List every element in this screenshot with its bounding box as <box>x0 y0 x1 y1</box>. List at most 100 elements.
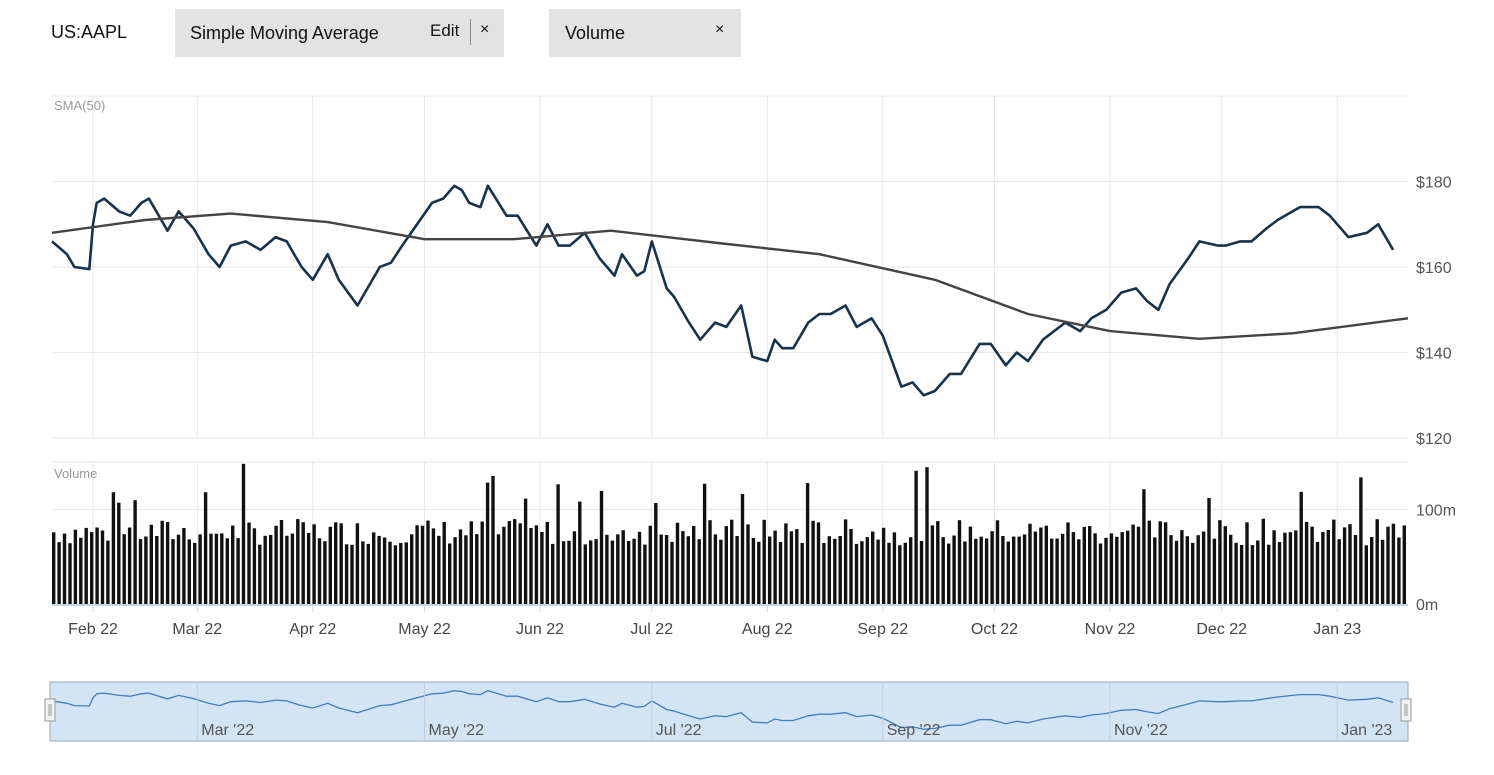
volume-bar <box>1012 536 1016 604</box>
volume-bar <box>306 532 311 604</box>
navigator-series-line <box>51 690 1394 730</box>
volume-bar <box>1332 519 1336 604</box>
volume-bar <box>643 544 647 604</box>
volume-bar <box>518 523 522 604</box>
time-axis-label: Jun 22 <box>516 621 564 638</box>
volume-bar <box>187 539 191 604</box>
price-panel-label: SMA(50) <box>54 98 105 113</box>
volume-bar <box>1033 531 1038 604</box>
volume-bar <box>892 532 897 604</box>
volume-bar <box>1131 524 1135 604</box>
time-axis-label: Feb 22 <box>68 621 118 638</box>
volume-bar <box>724 526 728 604</box>
indicator-chip-volume[interactable]: Volume × <box>549 9 741 57</box>
volume-bar <box>122 534 126 604</box>
volume-bar <box>1304 521 1309 604</box>
volume-bar <box>1386 526 1390 604</box>
volume-bar <box>746 524 750 604</box>
volume-bar <box>1191 542 1195 604</box>
volume-bar <box>730 519 734 604</box>
volume-bar <box>290 533 295 604</box>
volume-bar <box>979 536 983 604</box>
volume-bar <box>415 525 419 604</box>
volume-bar <box>258 544 262 604</box>
time-axis-label: Dec 22 <box>1196 621 1247 638</box>
volume-bar <box>269 534 273 604</box>
volume-bar <box>198 534 202 604</box>
navigator-right-handle[interactable] <box>1400 698 1412 722</box>
volume-bar <box>1321 531 1325 604</box>
volume-bar <box>822 543 826 604</box>
volume-bar <box>453 537 457 604</box>
volume-bar <box>708 520 712 604</box>
volume-bar <box>252 528 257 604</box>
volume-bar <box>654 503 658 604</box>
volume-bar <box>881 527 886 604</box>
volume-bar <box>1370 537 1374 604</box>
navigator-axis-label: Jul '22 <box>656 722 702 739</box>
volume-bar <box>903 542 907 604</box>
volume-bar <box>296 519 300 604</box>
volume-bar <box>692 525 696 604</box>
volume-bar <box>133 500 137 604</box>
volume-bar <box>1391 523 1396 604</box>
volume-bar <box>496 534 501 604</box>
navigator-axis-label: Sep '22 <box>887 722 941 739</box>
navigator-axis-label: Jan '23 <box>1341 722 1392 739</box>
volume-bar <box>811 520 815 604</box>
volume-bar <box>751 538 756 604</box>
price-tick-label: $140 <box>1416 346 1452 363</box>
volume-bar <box>1104 537 1108 604</box>
volume-bar <box>193 542 197 604</box>
volume-bar <box>127 527 132 604</box>
volume-bar <box>957 520 962 604</box>
volume-bar <box>1239 545 1244 604</box>
volume-bar <box>399 543 403 604</box>
volume-bar <box>1234 542 1238 604</box>
volume-bar <box>1261 518 1265 604</box>
volume-bar <box>1380 539 1385 604</box>
volume-tick-label: 0m <box>1416 597 1438 614</box>
volume-bar <box>626 541 631 604</box>
volume-bar <box>1153 537 1157 604</box>
volume-bar <box>1055 538 1059 604</box>
volume-bar <box>605 534 609 604</box>
volume-bar <box>952 535 956 604</box>
volume-bar <box>610 540 615 604</box>
volume-bar <box>833 538 837 604</box>
volume-bar <box>941 537 945 604</box>
volume-bar <box>323 541 327 604</box>
volume-bar <box>57 542 61 604</box>
remove-indicator-close-icon[interactable]: × <box>480 21 490 38</box>
volume-bar <box>241 463 246 604</box>
volume-bar <box>469 521 473 604</box>
range-navigator[interactable]: Mar '22 May '22 Jul '22 Sep '22 Nov '22 Jan '… <box>44 681 1412 742</box>
volume-bar <box>947 543 951 604</box>
edit-indicator-button[interactable]: Edit <box>430 21 460 40</box>
volume-bar <box>1342 527 1347 604</box>
price-tick-label: $180 <box>1416 175 1452 192</box>
volume-bar <box>263 535 267 604</box>
volume-bar <box>1028 523 1032 604</box>
volume-bar <box>339 523 343 604</box>
volume-bar <box>464 535 468 604</box>
volume-bar <box>1050 538 1054 604</box>
volume-bar <box>79 537 83 604</box>
volume-bar <box>930 525 935 604</box>
volume-bar <box>621 530 625 604</box>
volume-bar <box>800 543 804 604</box>
volume-bar <box>1364 545 1368 604</box>
volume-bar <box>475 534 479 604</box>
volume-bar <box>762 519 766 604</box>
volume-bar <box>231 525 235 604</box>
time-axis-label: Nov 22 <box>1085 621 1136 638</box>
volume-bar <box>1397 537 1401 604</box>
indicator-chip-sma[interactable]: Simple Moving Average Edit × <box>175 9 504 57</box>
navigator-left-handle[interactable] <box>44 698 56 722</box>
remove-volume-close-icon[interactable]: × <box>715 21 725 38</box>
volume-bar <box>1277 542 1282 604</box>
volume-bar <box>632 538 636 604</box>
volume-bar <box>561 541 566 604</box>
volume-bar <box>898 545 902 604</box>
